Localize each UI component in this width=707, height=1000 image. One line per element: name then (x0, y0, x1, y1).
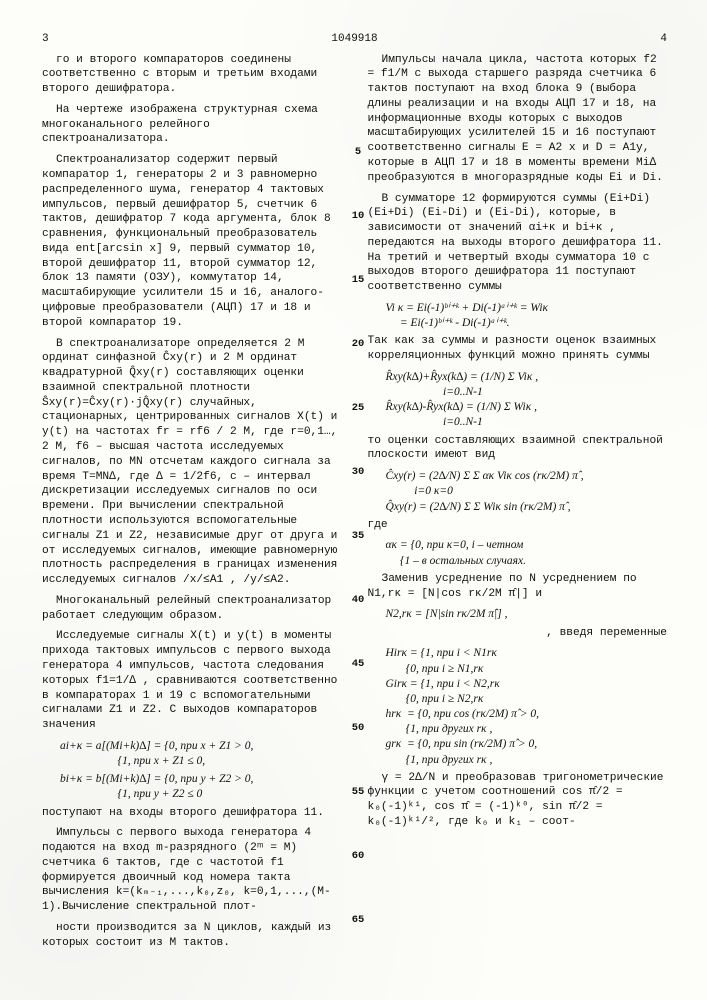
para: где (368, 518, 668, 533)
line-num: 50 (348, 696, 368, 760)
formula: N2,rκ = [N|sin rκ/2M π̂|] , (386, 607, 668, 622)
formula: ακ = {0, при κ=0, i – четном {1 – в оста… (386, 538, 668, 568)
para: Заменив усреднение по N усреднением по N… (368, 572, 668, 602)
para: Спектроанализатор содержит первый компар… (42, 153, 342, 330)
line-num: 30 (348, 440, 368, 504)
formula: Hirκ = {1, при i < N1rκ {0, при i ≥ N1,r… (386, 646, 668, 767)
line-num: 20 (348, 312, 368, 376)
formula: Ĉxy(r) = (2∆/N) Σ Σ ακ Viκ cos (rκ/2M) π… (386, 469, 668, 515)
doc-number: 1049918 (331, 32, 377, 47)
line-num: 10 (348, 184, 368, 248)
line-num: 65 (348, 888, 368, 952)
para: то оценки составляющих взаимной спектрал… (368, 434, 668, 464)
para: Импульсы начала цикла, частота которых f… (368, 53, 668, 186)
para: ности производится за N циклов, каждый и… (42, 921, 342, 951)
formula: bi+κ = b[(Mi+k)∆] = {0, при y + Z2 > 0, … (60, 772, 342, 802)
line-num: 5 (348, 120, 368, 184)
para: го и второго компараторов соединены соот… (42, 53, 342, 97)
header-row: 3 1049918 4 (42, 32, 667, 47)
col-num-left: 3 (42, 32, 49, 47)
para: поступают на входы второго дешифратора 1… (42, 806, 342, 821)
line-num: 60 (348, 824, 368, 888)
para: Так как за суммы и разности оценок взаим… (368, 334, 668, 364)
formula: R̂xy(k∆)+R̂yx(k∆) = (1/N) Σ Viκ , i=0..N… (386, 370, 668, 431)
line-num: 15 (348, 248, 368, 312)
line-num: 45 (348, 632, 368, 696)
line-num: 35 (348, 504, 368, 568)
para: Исследуемые сигналы X(t) и y(t) в момент… (42, 629, 342, 732)
col-num-right: 4 (660, 32, 667, 47)
formula: Vi κ = Ei(-1)ᵇⁱ⁺ᵏ + Di(-1)ᵃⁱ⁺ᵏ = Wiκ = E… (386, 301, 668, 331)
para: На чертеже изображена структурная схема … (42, 103, 342, 147)
para: В спектроанализаторе определяется 2 M ор… (42, 337, 342, 588)
para: В сумматоре 12 формируются суммы (Ei+Di)… (368, 192, 668, 295)
para: Многоканальный релейный спектроанализато… (42, 594, 342, 624)
line-num: 40 (348, 568, 368, 632)
line-num: 25 (348, 376, 368, 440)
margin-numbers: 5 10 15 20 25 30 35 40 45 50 55 60 65 (348, 120, 368, 952)
para: , введя переменные (368, 626, 668, 641)
formula: ai+κ = a[(Mi+k)∆] = {0, при x + Z1 > 0, … (60, 739, 342, 769)
para: γ = 2∆/N и преобразовав тригонометрическ… (368, 771, 668, 830)
line-num: 55 (348, 760, 368, 824)
para: Импульсы с первого выхода генератора 4 п… (42, 826, 342, 915)
scanned-page: 3 1049918 4 го и второго компараторов со… (0, 0, 707, 1000)
